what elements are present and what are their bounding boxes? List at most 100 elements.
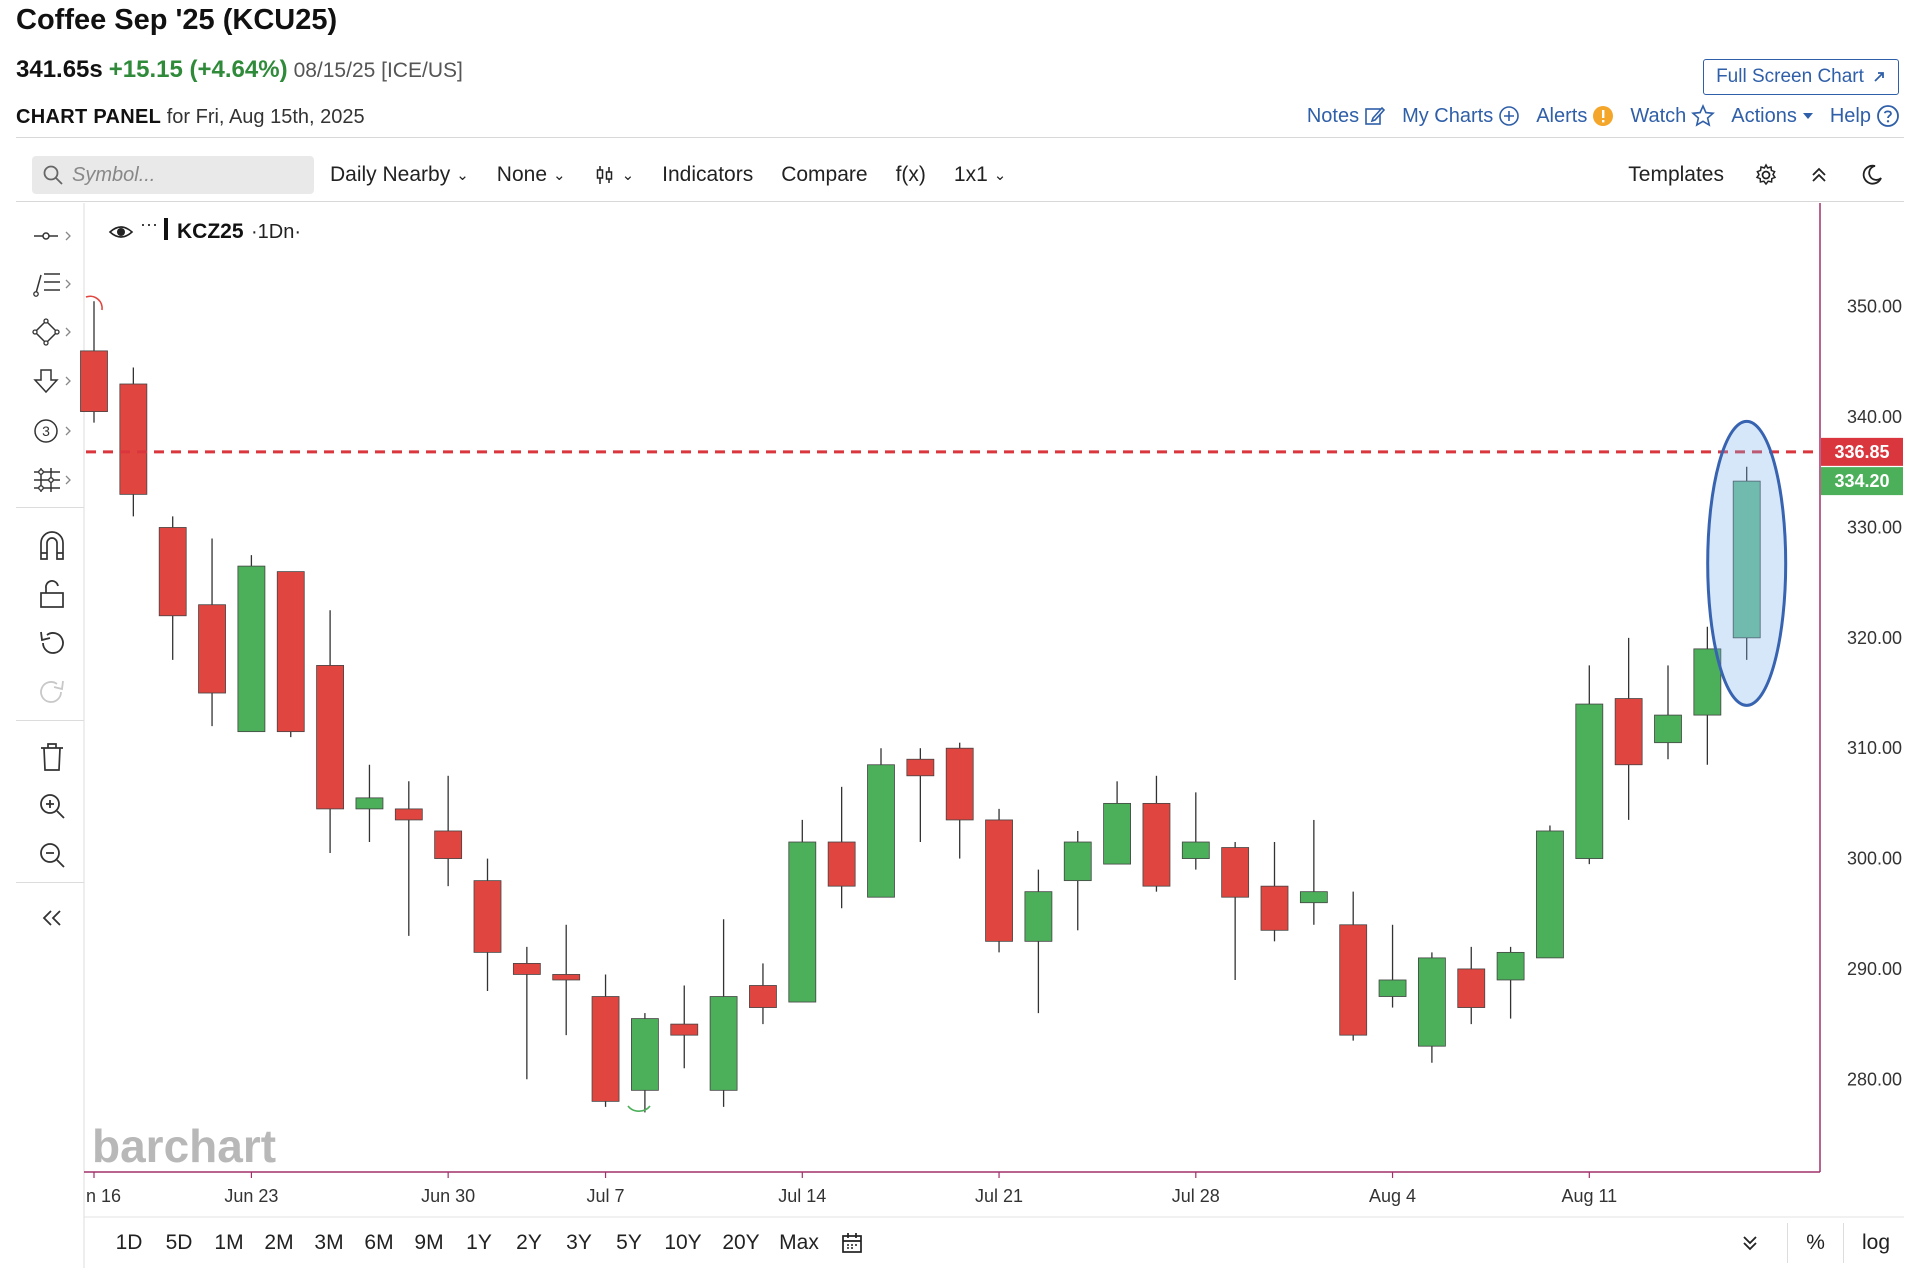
candle-body xyxy=(473,880,502,953)
candle-body xyxy=(1457,968,1486,1008)
header-links: Notes My Charts Alerts Watch Actions Hel… xyxy=(1307,104,1900,128)
trash-icon[interactable] xyxy=(30,737,74,777)
range-button-10y[interactable]: 10Y xyxy=(664,1231,702,1254)
range-button-5y[interactable]: 5Y xyxy=(616,1231,642,1254)
indicators-label: Indicators xyxy=(662,163,754,186)
my-charts-label: My Charts xyxy=(1402,104,1494,127)
candle-body xyxy=(1181,841,1210,859)
chevron-down-icon: ⌄ xyxy=(993,167,1007,184)
gear-icon[interactable] xyxy=(1754,163,1778,187)
zoom-in-icon[interactable] xyxy=(30,786,74,826)
range-button-5d[interactable]: 5D xyxy=(165,1231,193,1254)
percent-toggle[interactable]: % xyxy=(1806,1231,1825,1254)
candle-body xyxy=(1063,841,1092,882)
candle-jul-24 xyxy=(1103,781,1131,865)
log-toggle[interactable]: log xyxy=(1861,1231,1890,1254)
price-tag-label: 334.20 xyxy=(1834,471,1889,491)
range-button-max[interactable]: Max xyxy=(779,1231,819,1254)
range-button-1y[interactable]: 1Y xyxy=(466,1231,492,1254)
range-button-2y[interactable]: 2Y xyxy=(516,1231,542,1254)
candle-body xyxy=(237,565,266,733)
full-screen-chart-label: Full Screen Chart xyxy=(1716,66,1864,87)
expand-down-icon[interactable] xyxy=(1739,1232,1761,1254)
candle-body xyxy=(631,1018,659,1091)
range-divider xyxy=(1842,1223,1844,1263)
overlay-select[interactable]: None ⌄ xyxy=(497,163,566,187)
actions-menu[interactable]: Actions xyxy=(1731,105,1814,128)
chart-type-select[interactable]: ⌄ xyxy=(594,164,634,186)
undo-icon[interactable] xyxy=(30,623,74,663)
candle-jul-7 xyxy=(591,974,620,1107)
watch-link[interactable]: Watch xyxy=(1630,104,1716,128)
range-button-1d[interactable]: 1D xyxy=(115,1231,143,1254)
candle-jul-9 xyxy=(670,985,699,1069)
number-tool-icon[interactable]: 3 xyxy=(30,411,74,451)
candle-jun-17 xyxy=(119,367,148,517)
measure-tool-icon[interactable] xyxy=(30,460,74,500)
tools-divider xyxy=(16,882,84,883)
candle-jun-20 xyxy=(198,538,226,727)
candles xyxy=(80,301,1761,1113)
candle-jul-10 xyxy=(709,919,738,1107)
alerts-link[interactable]: Alerts xyxy=(1536,105,1614,128)
candle-jun-16 xyxy=(80,301,108,423)
indicators-button[interactable]: Indicators xyxy=(662,163,753,187)
range-button-20y[interactable]: 20Y xyxy=(722,1231,760,1254)
range-button-9m[interactable]: 9M xyxy=(414,1231,444,1254)
edit-note-icon xyxy=(1365,106,1386,125)
zoom-out-icon[interactable] xyxy=(30,835,74,875)
legend-interval: ·1Dn· xyxy=(251,221,301,243)
swing-high-marker xyxy=(85,295,103,311)
candle-body xyxy=(434,830,463,859)
candle-jul-22 xyxy=(1024,869,1053,1014)
help-circle-icon xyxy=(1877,105,1899,127)
notes-link[interactable]: Notes xyxy=(1307,105,1386,128)
lock-icon[interactable] xyxy=(30,574,74,614)
symbol-search-input[interactable]: Symbol... xyxy=(32,156,314,194)
help-link[interactable]: Help xyxy=(1830,104,1900,128)
moon-icon[interactable] xyxy=(1860,163,1884,187)
candle-jul-8 xyxy=(631,1013,659,1113)
candle-body xyxy=(1614,698,1643,766)
range-button-1m[interactable]: 1M xyxy=(214,1231,244,1254)
period-select[interactable]: Daily Nearby ⌄ xyxy=(330,163,469,187)
templates-button[interactable]: Templates xyxy=(1628,163,1724,186)
candle-body xyxy=(512,963,541,975)
series-color-swatch xyxy=(164,218,168,240)
compare-button[interactable]: Compare xyxy=(781,163,867,187)
my-charts-link[interactable]: My Charts xyxy=(1402,105,1520,128)
time-tick-label: Jun 30 xyxy=(421,1186,475,1206)
eye-icon[interactable] xyxy=(108,226,134,238)
layout-select[interactable]: 1x1 ⌄ xyxy=(954,163,1006,187)
shape-tool-icon[interactable] xyxy=(30,313,74,353)
range-button-6m[interactable]: 6M xyxy=(364,1231,394,1254)
candle-jun-24 xyxy=(276,571,305,738)
candle-jul-14 xyxy=(788,819,817,1003)
candle-body xyxy=(1536,830,1564,959)
range-button-3y[interactable]: 3Y xyxy=(566,1231,592,1254)
range-right-controls: % log xyxy=(1739,1223,1904,1263)
time-tick-label: Jun 16 xyxy=(67,1186,121,1206)
collapse-up-icon[interactable] xyxy=(1808,164,1830,186)
magnet-icon[interactable] xyxy=(30,525,74,565)
fib-tool-icon[interactable] xyxy=(30,264,74,304)
arrow-down-tool-icon[interactable] xyxy=(30,362,74,402)
range-button-3m[interactable]: 3M xyxy=(314,1231,344,1254)
full-screen-chart-button[interactable]: Full Screen Chart xyxy=(1703,59,1899,95)
fx-button[interactable]: f(x) xyxy=(896,163,926,187)
highlight-ellipse xyxy=(1706,419,1788,707)
help-label: Help xyxy=(1829,104,1871,127)
candle-jul-31 xyxy=(1299,819,1328,925)
calendar-icon[interactable] xyxy=(840,1231,864,1255)
collapse-tools-icon[interactable] xyxy=(30,898,74,938)
svg-text:3: 3 xyxy=(42,423,50,439)
more-options-icon[interactable]: ··· xyxy=(140,214,158,234)
redo-icon[interactable] xyxy=(30,672,74,712)
line-tool-icon[interactable] xyxy=(30,216,74,256)
price-tick-label: 350.00 xyxy=(1847,297,1902,317)
price-tick-label: 290.00 xyxy=(1847,959,1902,979)
range-button-2m[interactable]: 2M xyxy=(264,1231,294,1254)
candle-jul-28 xyxy=(1181,792,1210,870)
candle-body xyxy=(1693,648,1722,716)
